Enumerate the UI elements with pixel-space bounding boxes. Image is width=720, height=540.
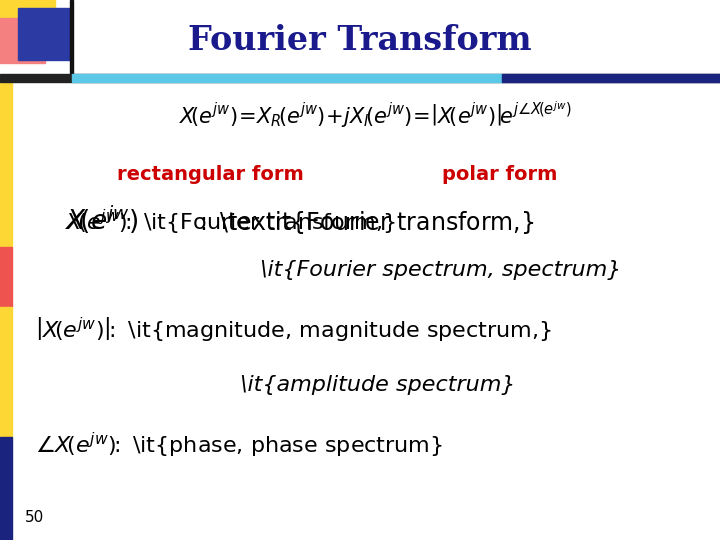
Bar [72, 74, 502, 82]
Bar [70, 0, 73, 80]
Text: Fourier Transform: Fourier Transform [188, 24, 532, 57]
Bar [0, 0, 55, 50]
Text: \it{Fourier spectrum, spectrum}: \it{Fourier spectrum, spectrum} [260, 260, 621, 280]
Text: $:$ \textit{Fourier transform,}: $:$ \textit{Fourier transform,} [195, 208, 534, 235]
Text: $X\!\left(e^{jw}\right)$: $X\!\left(e^{jw}\right)$ [65, 204, 139, 237]
Bar [0, 437, 12, 540]
Bar [0, 74, 720, 82]
Bar [0, 18, 45, 63]
Bar [0, 82, 12, 247]
Text: 50: 50 [25, 510, 44, 525]
Text: polar form: polar form [442, 165, 558, 185]
Bar [0, 307, 12, 437]
Text: $\angle X\!\left(e^{jw}\right)\!\!:$ \it{phase, phase spectrum}: $\angle X\!\left(e^{jw}\right)\!\!:$ \it… [35, 430, 443, 460]
Text: $X\!\left(e^{jw}\right)\!\!:$ \it{Fourier transform,}: $X\!\left(e^{jw}\right)\!\!:$ \it{Fourie… [65, 207, 395, 237]
Text: \it{amplitude spectrum}: \it{amplitude spectrum} [240, 375, 516, 395]
Text: rectangular form: rectangular form [117, 165, 303, 185]
Text: $X\!\left(e^{jw}\right)\!=\!X_R\!\left(e^{jw}\right)\!+\!jX_I\!\left(e^{jw}\righ: $X\!\left(e^{jw}\right)\!=\!X_R\!\left(e… [179, 100, 571, 130]
Bar [0, 247, 12, 307]
Bar [18, 8, 70, 60]
Bar [502, 74, 720, 82]
Text: $\left|X\!\left(e^{jw}\right)\right|\!\!:$ \it{magnitude, magnitude spectrum,}: $\left|X\!\left(e^{jw}\right)\right|\!\!… [35, 315, 552, 345]
